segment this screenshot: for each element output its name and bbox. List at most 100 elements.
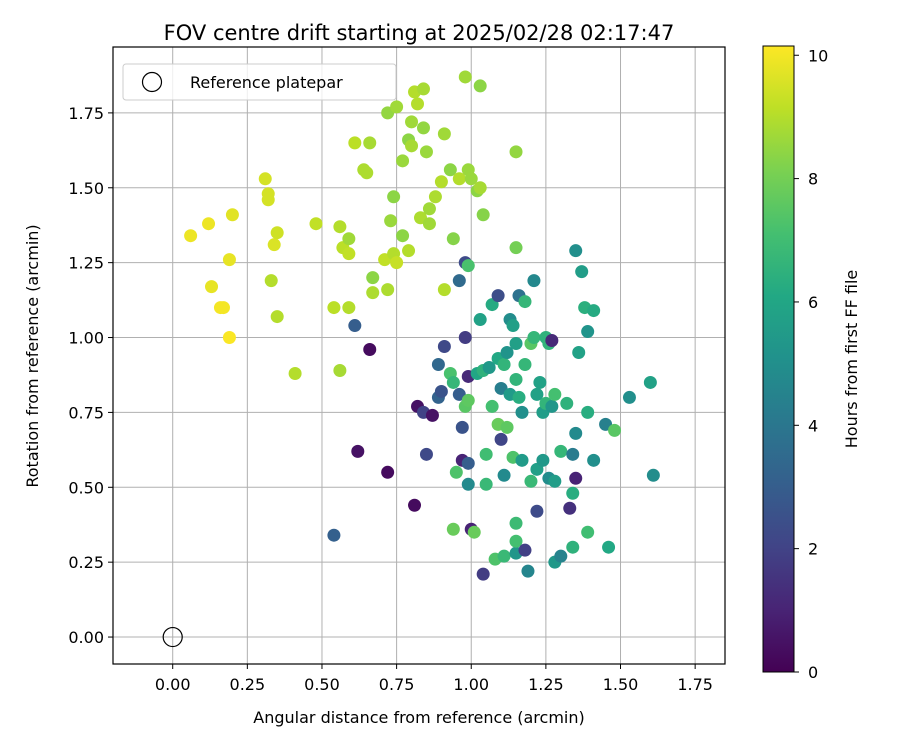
x-tick-label: 1.25 [528, 675, 564, 694]
data-point [434, 175, 448, 189]
data-point [512, 390, 526, 404]
data-point [545, 399, 559, 413]
y-tick-label: 1.75 [68, 104, 104, 123]
data-point [581, 525, 595, 539]
reference-marker [162, 626, 183, 648]
x-tick-label: 0.50 [304, 675, 340, 694]
y-ticks: 0.00 0.25 0.50 0.75 1.00 1.25 1.50 1.75 [68, 104, 113, 647]
data-point [258, 172, 272, 186]
data-point [509, 516, 523, 530]
data-point [222, 253, 236, 267]
data-point [509, 337, 523, 351]
data-point [225, 208, 239, 222]
data-point [437, 127, 451, 141]
plot-frame [112, 46, 726, 665]
data-point [327, 528, 341, 542]
data-point [387, 190, 401, 204]
data-point [452, 274, 466, 288]
data-point [506, 319, 520, 333]
data-point [497, 549, 511, 563]
data-point [485, 399, 499, 413]
data-point [270, 226, 284, 240]
data-point [566, 540, 580, 554]
data-point [333, 220, 347, 234]
data-point [643, 375, 657, 389]
colorbar-tick-label: 10 [808, 46, 828, 65]
data-point [363, 136, 377, 150]
colorbar-label: Hours from first FF file [842, 270, 861, 449]
x-axis-label: Angular distance from reference (arcmin) [253, 708, 584, 727]
data-point [479, 447, 493, 461]
data-point [524, 474, 538, 488]
data-point [509, 372, 523, 386]
colorbar-tick-label: 4 [808, 416, 818, 435]
colorbar-tick-label: 2 [808, 540, 818, 559]
data-point [518, 295, 532, 309]
data-point [390, 256, 404, 270]
x-ticks: 0.00 0.25 0.50 0.75 1.00 1.25 1.50 1.75 [155, 664, 713, 694]
data-point [416, 121, 430, 135]
data-point [554, 444, 568, 458]
data-point [351, 444, 365, 458]
grid [113, 47, 725, 664]
data-point [569, 244, 583, 258]
data-point [545, 334, 559, 348]
data-point [381, 283, 395, 297]
data-point [408, 498, 422, 512]
data-point [482, 360, 496, 374]
legend-label: Reference platepar [190, 73, 343, 92]
data-point [222, 331, 236, 345]
data-point [622, 390, 636, 404]
x-tick-label: 1.50 [603, 675, 639, 694]
data-point [342, 232, 356, 246]
data-point [411, 97, 425, 111]
x-tick-label: 0.75 [379, 675, 415, 694]
data-point [422, 202, 436, 216]
data-point [261, 187, 275, 201]
data-point [509, 241, 523, 255]
plot-area [112, 46, 726, 665]
legend-box [122, 63, 397, 101]
data-point [360, 166, 374, 180]
data-point [425, 408, 439, 422]
data-point [560, 396, 574, 410]
data-point [646, 468, 660, 482]
data-point [434, 384, 448, 398]
data-point [216, 301, 230, 315]
points [184, 70, 660, 581]
data-point [461, 259, 475, 273]
data-point [473, 313, 487, 327]
data-point [449, 465, 463, 479]
colorbar: 0 2 4 6 8 10 Hours from first FF file [762, 45, 861, 682]
data-point [446, 522, 460, 536]
data-point [443, 163, 457, 177]
reference-marker-group [162, 626, 183, 648]
data-point [608, 423, 622, 437]
data-point [342, 247, 356, 261]
data-point [267, 238, 281, 252]
data-point [536, 453, 550, 467]
data-point [348, 136, 362, 150]
data-point [342, 301, 356, 315]
colorbar-gradient [762, 45, 795, 673]
data-point [202, 217, 216, 231]
data-point [184, 229, 198, 243]
data-point [569, 471, 583, 485]
data-point [327, 301, 341, 315]
data-point [419, 447, 433, 461]
data-point [419, 145, 433, 159]
data-point [461, 393, 475, 407]
data-point [384, 214, 398, 228]
data-point [533, 375, 547, 389]
data-point [416, 82, 430, 96]
data-point [437, 283, 451, 297]
data-point [581, 325, 595, 339]
chart-title: FOV centre drift starting at 2025/02/28 … [164, 21, 675, 45]
data-point [452, 172, 466, 186]
data-point [402, 244, 416, 258]
data-point [309, 217, 323, 231]
data-point [455, 420, 469, 434]
data-point [461, 456, 475, 470]
data-point [518, 357, 532, 371]
